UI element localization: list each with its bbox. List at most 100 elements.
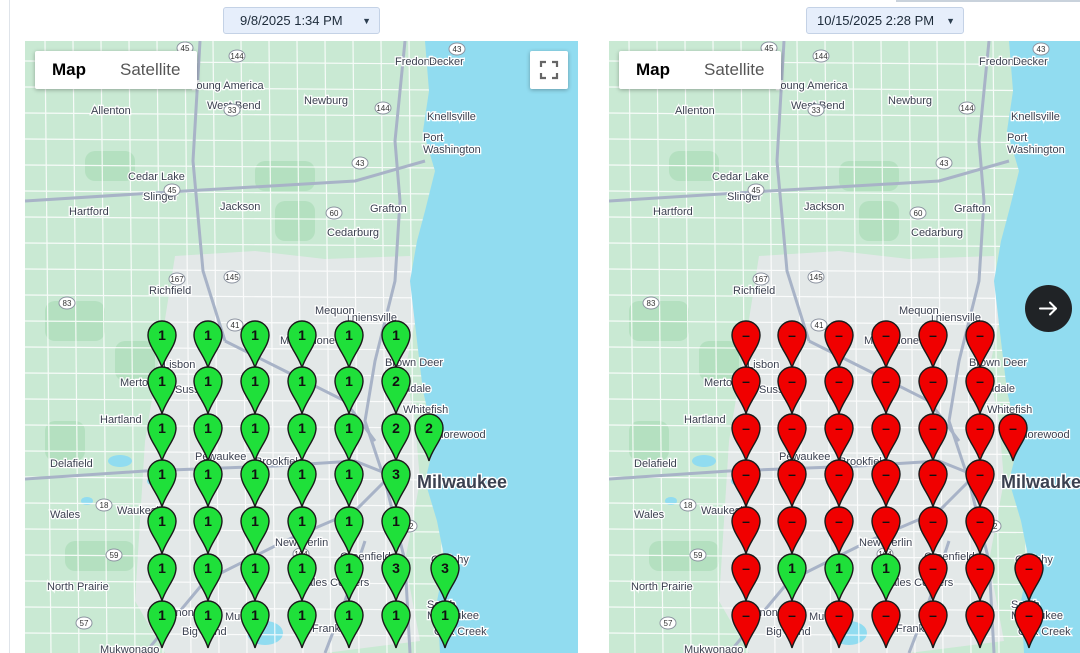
map-pin-marker[interactable]: –	[965, 459, 995, 508]
map-pin-marker[interactable]: 1	[240, 366, 270, 415]
map-pin-marker[interactable]: –	[918, 459, 948, 508]
map-pin-marker[interactable]: –	[871, 366, 901, 415]
map-pin-marker[interactable]: –	[731, 413, 761, 462]
map-pin-marker[interactable]: 1	[287, 413, 317, 462]
map-pin-marker[interactable]: –	[731, 506, 761, 555]
left-map[interactable]: Fredonia Decker Allenton West Bend Newburg Kn…	[25, 41, 578, 653]
map-pin-marker[interactable]: –	[965, 413, 995, 462]
map-pin-marker[interactable]: –	[965, 553, 995, 602]
map-pin-marker[interactable]: 1	[240, 320, 270, 369]
map-pin-marker[interactable]: –	[965, 366, 995, 415]
map-pin-marker[interactable]: 2	[414, 413, 444, 462]
map-view-button[interactable]: Map	[52, 60, 86, 79]
map-pin-marker[interactable]: –	[918, 553, 948, 602]
map-pin-marker[interactable]: –	[998, 413, 1028, 462]
map-pin-marker[interactable]: 1	[824, 553, 854, 602]
map-pin-marker[interactable]: 1	[334, 366, 364, 415]
map-pin-marker[interactable]: –	[777, 459, 807, 508]
map-pin-marker[interactable]: –	[824, 600, 854, 649]
map-pin-marker[interactable]: –	[871, 600, 901, 649]
map-pin-marker[interactable]: –	[965, 320, 995, 369]
map-pin-marker[interactable]: 1	[287, 320, 317, 369]
right-map[interactable]: Fredonia Decker Allenton West Bend Newburg Kn…	[609, 41, 1080, 653]
map-pin-marker[interactable]: 2	[381, 366, 411, 415]
satellite-view-button[interactable]: Satellite	[704, 60, 765, 79]
left-date-select[interactable]: 9/8/2025 1:34 PM ▼	[223, 7, 380, 34]
map-pin-marker[interactable]: –	[777, 506, 807, 555]
map-pin-marker[interactable]: 1	[193, 413, 223, 462]
right-date-select[interactable]: 10/15/2025 2:28 PM ▼	[806, 7, 964, 34]
map-pin-marker[interactable]: 1	[381, 506, 411, 555]
map-pin-marker[interactable]: –	[871, 320, 901, 369]
map-pin-marker[interactable]: –	[777, 366, 807, 415]
map-pin-marker[interactable]: 1	[334, 320, 364, 369]
map-pin-marker[interactable]: –	[731, 459, 761, 508]
map-pin-marker[interactable]: –	[777, 600, 807, 649]
map-pin-marker[interactable]: –	[965, 506, 995, 555]
map-pin-marker[interactable]: 1	[287, 506, 317, 555]
map-pin-marker[interactable]: 1	[381, 600, 411, 649]
map-pin-marker[interactable]: –	[918, 366, 948, 415]
map-pin-marker[interactable]: 3	[430, 553, 460, 602]
map-pin-marker[interactable]: –	[731, 553, 761, 602]
map-pin-marker[interactable]: –	[918, 413, 948, 462]
map-pin-marker[interactable]: –	[731, 600, 761, 649]
map-pin-marker[interactable]: 1	[287, 366, 317, 415]
map-pin-marker[interactable]: 1	[287, 553, 317, 602]
map-pin-marker[interactable]: 1	[871, 553, 901, 602]
map-pin-marker[interactable]: –	[731, 366, 761, 415]
map-pin-marker[interactable]: –	[731, 320, 761, 369]
map-pin-marker[interactable]: 1	[147, 553, 177, 602]
map-pin-marker[interactable]: –	[1014, 553, 1044, 602]
map-pin-marker[interactable]: 1	[240, 553, 270, 602]
next-button[interactable]	[1025, 285, 1072, 332]
map-pin-marker[interactable]: –	[918, 600, 948, 649]
map-pin-marker[interactable]: 1	[193, 506, 223, 555]
map-pin-marker[interactable]: 1	[430, 600, 460, 649]
map-pin-marker[interactable]: 1	[147, 320, 177, 369]
map-pin-marker[interactable]: 1	[193, 553, 223, 602]
satellite-view-button[interactable]: Satellite	[120, 60, 181, 79]
map-pin-marker[interactable]: 1	[334, 413, 364, 462]
map-pin-marker[interactable]: 3	[381, 553, 411, 602]
map-pin-marker[interactable]: 1	[777, 553, 807, 602]
map-pin-marker[interactable]: 1	[287, 459, 317, 508]
map-pin-marker[interactable]: –	[871, 506, 901, 555]
map-pin-marker[interactable]: 1	[193, 600, 223, 649]
map-pin-marker[interactable]: –	[824, 506, 854, 555]
fullscreen-button[interactable]	[530, 51, 568, 89]
map-pin-marker[interactable]: 1	[147, 413, 177, 462]
map-pin-marker[interactable]: 1	[147, 506, 177, 555]
map-pin-marker[interactable]: 1	[240, 413, 270, 462]
map-pin-marker[interactable]: 1	[334, 600, 364, 649]
map-pin-marker[interactable]: –	[871, 413, 901, 462]
map-pin-marker[interactable]: 1	[240, 600, 270, 649]
map-pin-marker[interactable]: 1	[147, 459, 177, 508]
map-pin-marker[interactable]: –	[824, 320, 854, 369]
map-pin-marker[interactable]: 2	[381, 413, 411, 462]
map-pin-marker[interactable]: 1	[193, 366, 223, 415]
map-pin-marker[interactable]: –	[1014, 600, 1044, 649]
map-pin-marker[interactable]: 1	[193, 320, 223, 369]
map-pin-marker[interactable]: 1	[147, 600, 177, 649]
map-pin-marker[interactable]: –	[918, 320, 948, 369]
map-pin-marker[interactable]: 1	[240, 459, 270, 508]
map-pin-marker[interactable]: 3	[381, 459, 411, 508]
map-pin-marker[interactable]: –	[824, 459, 854, 508]
map-pin-marker[interactable]: –	[965, 600, 995, 649]
map-pin-marker[interactable]: 1	[334, 459, 364, 508]
map-pin-marker[interactable]: 1	[240, 506, 270, 555]
map-pin-marker[interactable]: 1	[334, 506, 364, 555]
map-view-button[interactable]: Map	[636, 60, 670, 79]
map-pin-marker[interactable]: –	[824, 366, 854, 415]
map-pin-marker[interactable]: –	[918, 506, 948, 555]
map-pin-marker[interactable]: –	[871, 459, 901, 508]
map-pin-marker[interactable]: 1	[287, 600, 317, 649]
map-pin-marker[interactable]: 1	[334, 553, 364, 602]
map-pin-marker[interactable]: –	[777, 320, 807, 369]
map-pin-marker[interactable]: 1	[193, 459, 223, 508]
map-pin-marker[interactable]: 1	[381, 320, 411, 369]
map-pin-marker[interactable]: –	[824, 413, 854, 462]
